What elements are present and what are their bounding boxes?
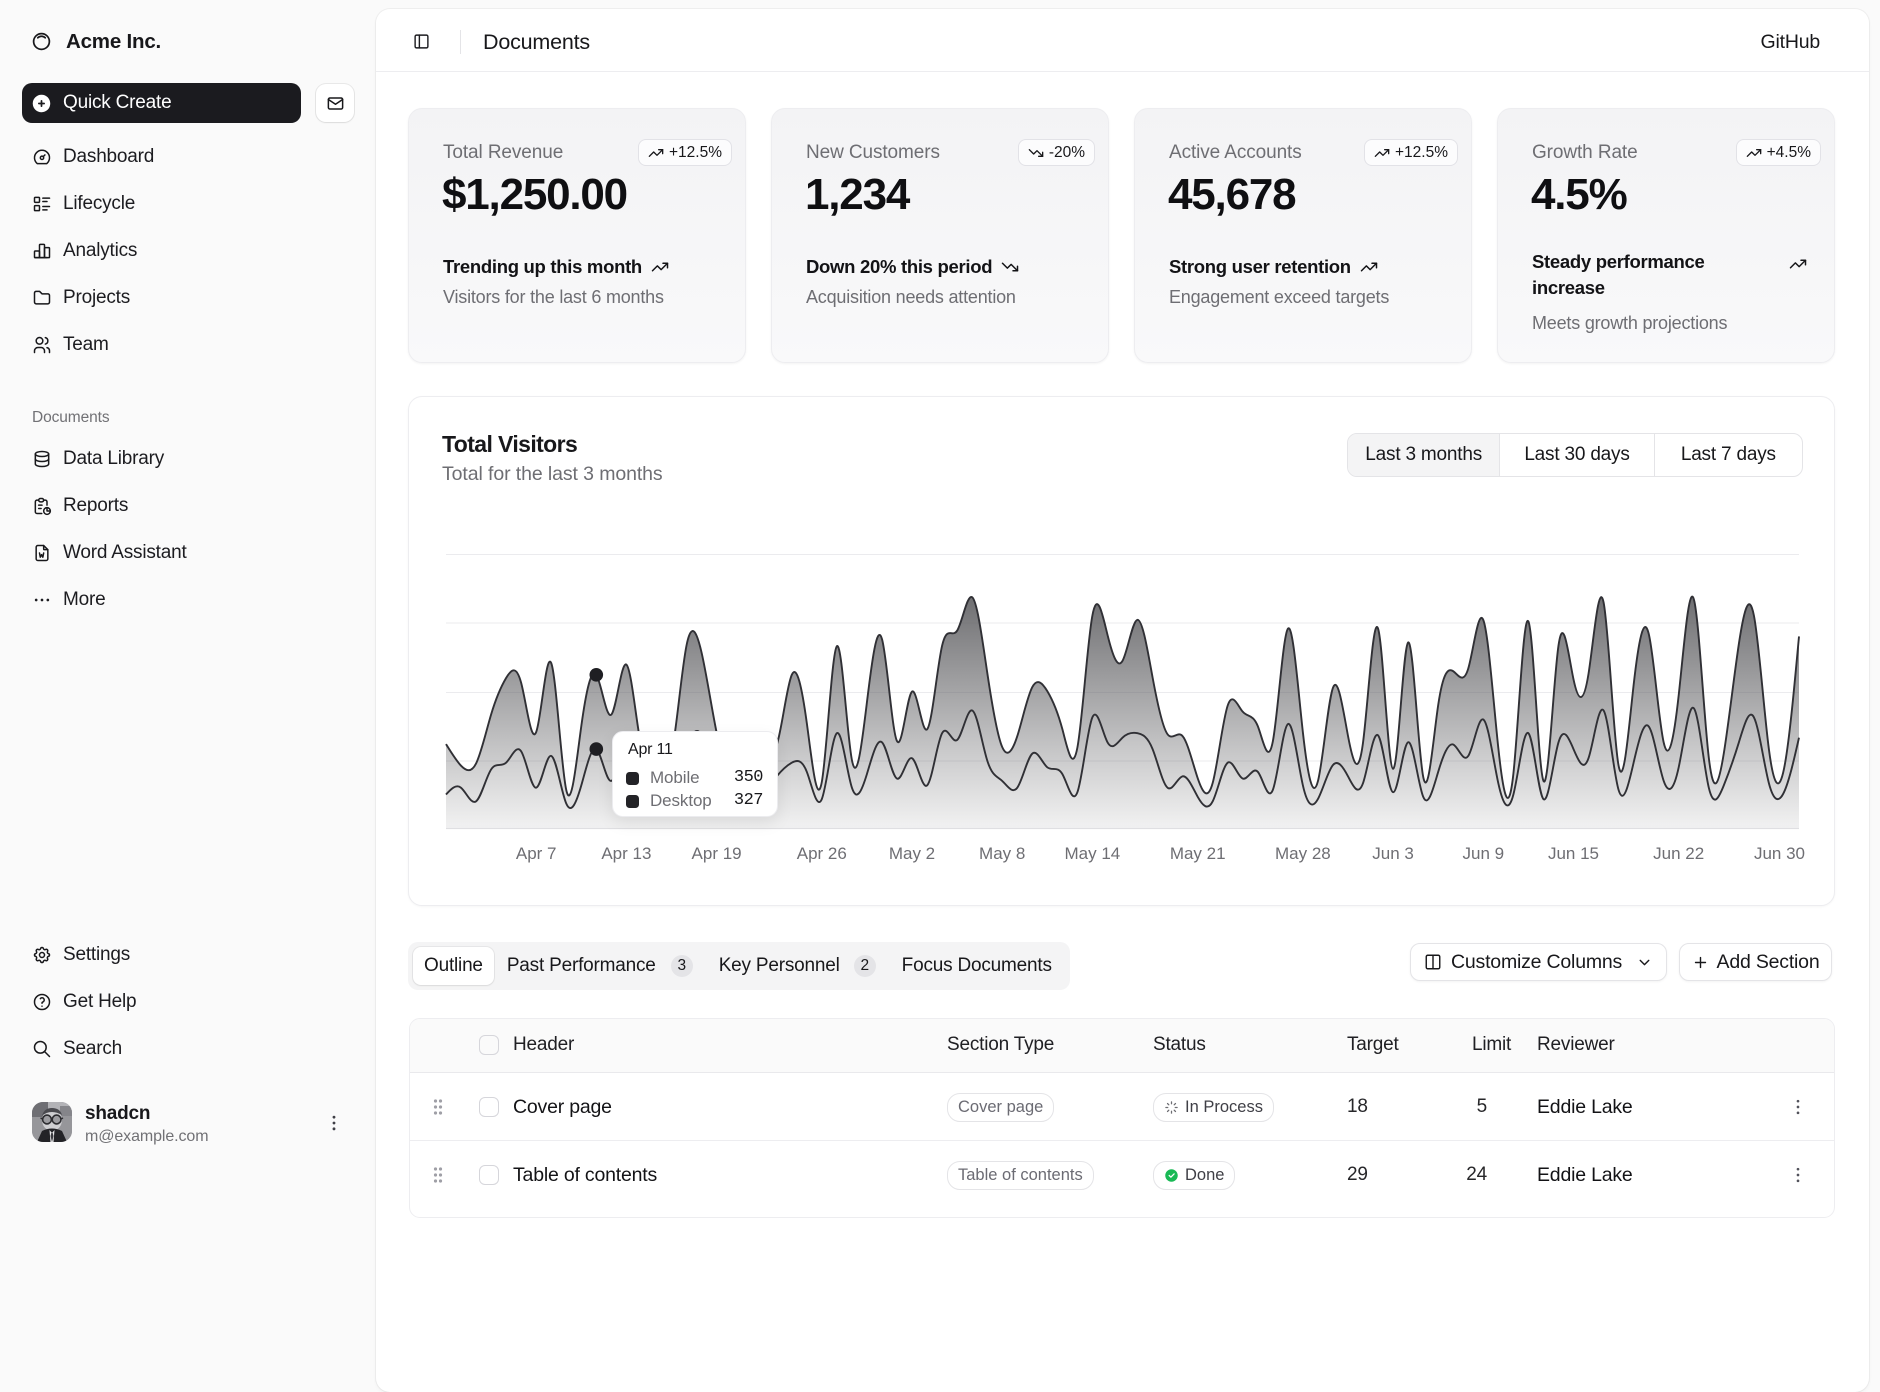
svg-text:Jun 15: Jun 15: [1548, 844, 1599, 863]
svg-text:Apr 19: Apr 19: [692, 844, 742, 863]
svg-text:Jun 30: Jun 30: [1754, 844, 1805, 863]
svg-text:Apr 26: Apr 26: [797, 844, 847, 863]
svg-text:May 28: May 28: [1275, 844, 1331, 863]
svg-text:Jun 22: Jun 22: [1653, 844, 1704, 863]
svg-text:May 2: May 2: [889, 844, 935, 863]
svg-text:Jun 9: Jun 9: [1463, 844, 1505, 863]
svg-text:May 8: May 8: [979, 844, 1025, 863]
svg-text:May 21: May 21: [1170, 844, 1226, 863]
svg-text:Apr 13: Apr 13: [601, 844, 651, 863]
svg-text:Jun 3: Jun 3: [1372, 844, 1414, 863]
svg-text:Apr 7: Apr 7: [516, 844, 557, 863]
svg-text:May 14: May 14: [1065, 844, 1121, 863]
